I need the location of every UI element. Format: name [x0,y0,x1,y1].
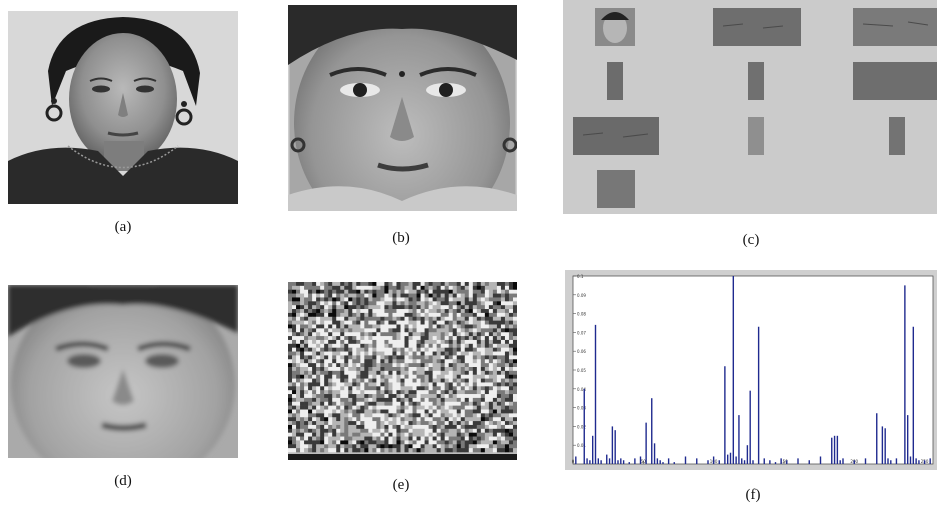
x-tick-label: 0 [572,459,575,464]
panel-f-histogram: 0.01 0.02 0.03 0.04 0.05 0.06 0.07 0.08 0.09 0.1 … [565,270,937,470]
panel-a-face-photo [8,11,238,204]
caption-c: (c) [742,232,760,248]
wavelet-subband [573,117,659,155]
panel-b-face-crop [288,5,517,211]
wavelet-thumb-face [595,8,635,46]
panel-e-texture-map [288,282,517,460]
histogram-bars [575,276,931,464]
y-tick-label: 0.02 [577,424,586,429]
panel-d-face-blurred [8,285,238,458]
wavelet-subband [597,170,635,208]
wavelet-subband [853,8,937,46]
x-tick-label: 50 [641,459,647,464]
wavelet-subband [748,117,764,155]
face-photo-b [288,5,517,211]
y-tick-label: 0.05 [577,368,586,373]
wavelet-subband [853,62,937,100]
caption-a: (a) [114,219,132,235]
y-tick-label: 0.04 [577,387,586,392]
y-tick-label: 0.09 [577,293,586,298]
lbp-texture-image [288,282,517,460]
face-photo-a [8,11,238,204]
panel-c-wavelet-grid [563,0,937,214]
wavelet-subband [713,8,801,46]
plot-area [572,275,934,465]
x-tick-label: 150 [780,459,788,464]
y-tick-label: 0.01 [577,443,586,448]
caption-d: (d) [114,473,132,489]
y-tick-label: 0.1 [577,274,584,279]
y-tick-label: 0.08 [577,312,586,317]
caption-f: (f) [745,487,761,503]
wavelet-subband [748,62,764,100]
histogram-chart: 0.010.020.030.040.050.060.070.080.090.1 … [565,270,937,470]
y-tick-label: 0.06 [577,349,586,354]
caption-b: (b) [392,230,410,246]
wavelet-subband [607,62,623,100]
y-tick-label: 0.07 [577,330,586,335]
wavelet-decomposition-grid [563,0,937,214]
face-photo-d [8,285,238,458]
y-axis-ticks: 0.01 0.02 0.03 0.04 0.05 0.06 0.07 0.08 0.09 0.1 [573,274,586,465]
y-tick-label: 0.03 [577,406,586,411]
wavelet-subband [889,117,905,155]
caption-e: (e) [392,477,410,493]
